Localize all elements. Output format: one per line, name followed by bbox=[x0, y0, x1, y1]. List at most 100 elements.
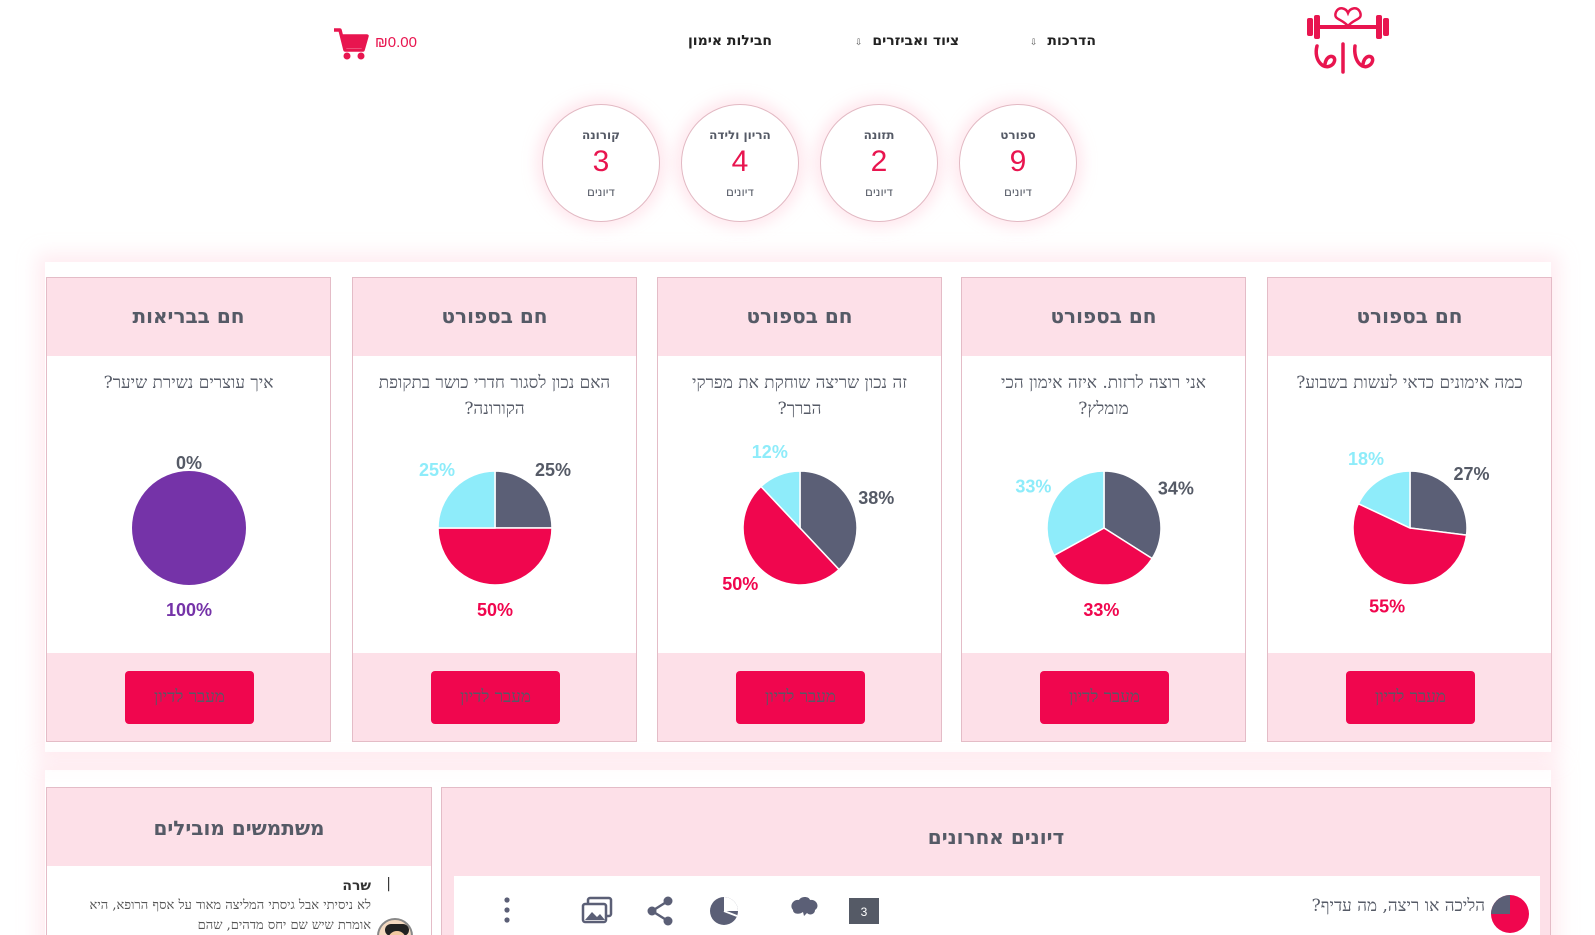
cart-total[interactable]: ₪0.00 bbox=[375, 34, 417, 51]
go-to-discussion-button[interactable]: מעבר לדיון bbox=[736, 671, 865, 724]
list-item[interactable]: הליכה או ריצה, מה עדיף? 3 bbox=[454, 876, 1540, 935]
cart-icon[interactable] bbox=[332, 26, 370, 62]
poll-card: חם בספורט כמה אימונים כדאי לעשות בשבוע? … bbox=[1267, 277, 1552, 742]
category-corona[interactable]: קורונה 3 דיונים bbox=[542, 104, 660, 222]
poll-category: חם בספורט bbox=[1268, 278, 1551, 356]
poll-pie-chart: 34% 33% 33% bbox=[1015, 470, 1194, 620]
top-users-panel: משתמשים מובילים שרה | לא ניסיתי אבל גיסת… bbox=[46, 787, 432, 935]
dumbbell-heart-logo[interactable] bbox=[1303, 6, 1393, 78]
poll-category: חם בבריאות bbox=[47, 278, 330, 356]
category-count: 9 bbox=[1009, 145, 1027, 178]
pie-slice bbox=[1352, 502, 1468, 586]
comment-count-badge: 3 bbox=[849, 898, 879, 924]
category-pregnancy[interactable]: הריון ולידה 4 דיונים bbox=[681, 104, 799, 222]
category-label: דיונים bbox=[865, 185, 893, 199]
category-nutrition[interactable]: תזונה 2 דיונים bbox=[820, 104, 938, 222]
category-label: דיונים bbox=[726, 185, 754, 199]
pie-slice-label: 50% bbox=[477, 600, 513, 620]
card-footer: מעבר לדיון bbox=[47, 653, 330, 741]
go-to-discussion-button[interactable]: מעבר לדיון bbox=[1346, 671, 1475, 724]
category-title: קורונה bbox=[582, 128, 620, 142]
poll-category: חם בספורט bbox=[353, 278, 636, 356]
nav-item-guides[interactable]: הדרכות ⇩ bbox=[1030, 33, 1096, 49]
poll-card: חם בבריאות איך עוצרים נשירת שיער? 0% 100%… bbox=[46, 277, 331, 742]
pie-chart-icon bbox=[1491, 895, 1529, 933]
chevron-down-icon: ⇩ bbox=[855, 38, 863, 48]
pie-slice-label: 12% bbox=[752, 442, 788, 462]
category-count: 2 bbox=[870, 145, 888, 178]
card-footer: מעבר לדיון bbox=[1268, 653, 1551, 741]
nav-item-packages[interactable]: חבילות אימון bbox=[688, 33, 772, 49]
pie-slice-label: 33% bbox=[1015, 476, 1051, 496]
go-to-discussion-button[interactable]: מעבר לדיון bbox=[125, 671, 254, 724]
avatar[interactable] bbox=[377, 918, 413, 935]
site-header: הדרכות ⇩ ציוד ואביזרים ⇩ חבילות אימון ₪0… bbox=[0, 0, 1595, 90]
pie-slice-label: 55% bbox=[1369, 597, 1405, 617]
pie-slice-label: 0% bbox=[176, 453, 202, 473]
user-comment-text: לא ניסיתי אבל גיסתי המליצה מאוד על אסף ה… bbox=[89, 898, 371, 933]
poll-question: זה נכון שריצה שוחקת את מפרקי הברך? bbox=[692, 373, 907, 419]
category-count: 4 bbox=[731, 145, 749, 178]
poll-pie-chart: 27% 55% 18% bbox=[1348, 449, 1489, 617]
category-label: דיונים bbox=[1004, 185, 1032, 199]
pie-slice-label: 38% bbox=[858, 488, 894, 508]
poll-card: חם בספורט האם נכון לסגור חדרי כושר בתקופ… bbox=[352, 277, 637, 742]
poll-card: חם בספורט אני רוצה לרזות. איזה אימון הכי… bbox=[961, 277, 1246, 742]
category-title: ספורט bbox=[1000, 128, 1036, 142]
go-to-discussion-button[interactable]: מעבר לדיון bbox=[431, 671, 560, 724]
pie-slice bbox=[1357, 470, 1411, 530]
card-footer: מעבר לדיון bbox=[658, 653, 941, 741]
poll-pie-chart: 25% 50% 25% bbox=[419, 460, 571, 620]
panel-title: דיונים אחרונים bbox=[927, 825, 1065, 849]
poll-category: חם בספורט bbox=[658, 278, 941, 356]
nav-label: חבילות אימון bbox=[688, 33, 773, 49]
more-options-icon[interactable] bbox=[502, 896, 512, 926]
go-to-discussion-button[interactable]: מעבר לדיון bbox=[1040, 671, 1169, 724]
pie-slice bbox=[494, 470, 553, 529]
poll-pie-chart: 38% 50% 12% bbox=[722, 442, 894, 594]
category-sport[interactable]: ספורט 9 דיונים bbox=[959, 104, 1077, 222]
category-title: הריון ולידה bbox=[709, 128, 771, 142]
category-label: דיונים bbox=[587, 185, 615, 199]
gallery-icon[interactable] bbox=[581, 896, 613, 924]
card-footer: מעבר לדיון bbox=[962, 653, 1245, 741]
nav-item-equipment[interactable]: ציוד ואביזרים ⇩ bbox=[855, 33, 959, 49]
pie-slice bbox=[799, 470, 858, 571]
pie-slice bbox=[742, 485, 841, 586]
pie-slice-label: 25% bbox=[419, 460, 455, 480]
pie-slice-label: 25% bbox=[535, 460, 571, 480]
pie-slice bbox=[759, 470, 801, 530]
poll-question: אני רוצה לרזות. איזה אימון הכי מומלץ? bbox=[1001, 373, 1206, 419]
discussion-title[interactable]: הליכה או ריצה, מה עדיף? bbox=[1311, 896, 1485, 916]
nav-label: הדרכות bbox=[1047, 33, 1096, 49]
pie-slice-label: 100% bbox=[166, 600, 212, 620]
pie-slice bbox=[1409, 470, 1468, 536]
poll-pie-chart: 0% 100% bbox=[132, 453, 246, 620]
pie-slice bbox=[132, 471, 246, 585]
brain-icon[interactable] bbox=[789, 896, 819, 920]
pie-slice bbox=[437, 527, 553, 586]
separator: | bbox=[386, 876, 391, 892]
panel-title: משתמשים מובילים bbox=[153, 816, 325, 840]
pie-slice-label: 18% bbox=[1348, 449, 1384, 469]
poll-question: האם נכון לסגור חדרי כושר בתקופת הקורונה? bbox=[378, 373, 611, 419]
user-comment: שרה | לא ניסיתי אבל גיסתי המליצה מאוד על… bbox=[47, 866, 431, 935]
card-footer: מעבר לדיון bbox=[353, 653, 636, 741]
category-title: תזונה bbox=[863, 128, 895, 142]
user-avatar-icon bbox=[385, 924, 409, 935]
category-count: 3 bbox=[592, 145, 610, 178]
user-name[interactable]: שרה bbox=[342, 878, 371, 894]
pie-slice bbox=[1046, 470, 1105, 557]
share-icon[interactable] bbox=[646, 896, 674, 926]
pie-chart-icon[interactable] bbox=[709, 896, 739, 926]
pie-slice-label: 27% bbox=[1453, 464, 1489, 484]
pie-slice-label: 50% bbox=[722, 574, 758, 594]
poll-question: איך עוצרים נשירת שיער? bbox=[103, 373, 274, 393]
poll-card: חם בספורט זה נכון שריצה שוחקת את מפרקי ה… bbox=[657, 277, 942, 742]
pie-slice bbox=[437, 470, 496, 529]
recent-discussions-panel: דיונים אחרונים הליכה או ריצה, מה עדיף? 3 bbox=[441, 787, 1551, 935]
pie-slice-label: 33% bbox=[1083, 600, 1119, 620]
chevron-down-icon: ⇩ bbox=[1030, 38, 1038, 48]
pie-slice-label: 34% bbox=[1158, 478, 1194, 498]
nav-label: ציוד ואביזרים bbox=[872, 33, 960, 49]
